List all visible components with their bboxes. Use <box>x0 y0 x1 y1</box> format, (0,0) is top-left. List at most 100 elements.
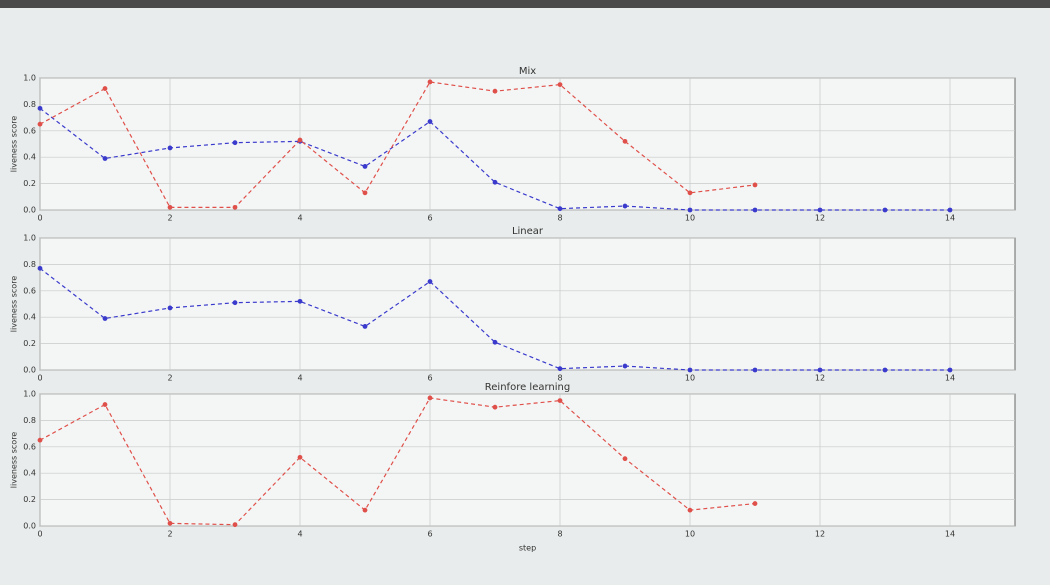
y-tick-label: 0.0 <box>23 366 36 375</box>
data-point <box>492 339 498 345</box>
plot-area <box>39 237 1016 371</box>
data-point <box>362 324 368 329</box>
y-tick-label: 0.4 <box>23 469 36 478</box>
data-point <box>232 204 238 210</box>
data-point <box>492 404 498 410</box>
x-tick-label: 6 <box>427 374 432 383</box>
x-tick-label: 8 <box>557 214 562 223</box>
y-tick-label: 0.8 <box>23 100 36 109</box>
y-tick-label: 1.0 <box>23 234 36 243</box>
window-bar <box>0 0 1050 8</box>
x-tick-label: 14 <box>945 374 955 383</box>
data-point <box>622 363 628 369</box>
y-tick-label: 0.0 <box>23 522 36 531</box>
data-point <box>557 206 563 212</box>
data-point <box>752 182 758 188</box>
data-point <box>882 207 888 213</box>
data-point <box>427 279 433 284</box>
data-point <box>167 520 173 526</box>
x-tick-label: 12 <box>815 214 825 223</box>
data-point <box>687 507 693 513</box>
data-point <box>882 367 888 373</box>
data-point <box>492 88 498 94</box>
data-point <box>557 82 563 87</box>
y-axis-label: liveness score <box>10 432 19 489</box>
data-point <box>947 207 953 213</box>
y-tick-label: 0.2 <box>23 495 36 504</box>
data-point <box>622 456 628 462</box>
data-point <box>817 207 823 213</box>
data-point <box>427 119 433 124</box>
x-tick-label: 10 <box>685 374 695 383</box>
x-tick-label: 2 <box>167 214 172 223</box>
y-tick-label: 1.0 <box>23 74 36 83</box>
data-point <box>752 501 758 506</box>
x-tick-label: 4 <box>297 214 302 223</box>
series-line <box>39 267 950 371</box>
data-point <box>37 105 43 111</box>
data-point <box>167 204 173 210</box>
x-tick-label: 8 <box>557 530 562 539</box>
chart-title: Mix <box>519 66 536 77</box>
data-point <box>817 367 823 373</box>
x-tick-label: 6 <box>427 530 432 539</box>
data-point <box>362 164 368 169</box>
data-point <box>947 367 953 373</box>
x-tick-label: 10 <box>685 214 695 223</box>
y-axis-label: liveness score <box>10 276 19 333</box>
data-point <box>102 156 108 161</box>
series-line <box>39 107 950 211</box>
data-point <box>232 300 238 306</box>
series-line <box>39 397 756 526</box>
data-point <box>687 207 693 213</box>
y-tick-label: 0.6 <box>23 286 36 295</box>
data-point <box>232 140 238 146</box>
data-point <box>687 367 693 373</box>
data-point <box>232 522 238 528</box>
x-tick-label: 12 <box>815 374 825 383</box>
data-point <box>622 203 628 209</box>
data-point <box>37 265 43 271</box>
x-tick-label: 14 <box>945 214 955 223</box>
data-point <box>297 298 303 304</box>
data-point <box>362 190 368 196</box>
y-tick-label: 0.6 <box>23 442 36 451</box>
y-tick-label: 0.2 <box>23 339 36 348</box>
x-tick-label: 14 <box>945 530 955 539</box>
x-tick-label: 4 <box>297 374 302 383</box>
data-point <box>557 398 563 403</box>
data-point <box>427 395 433 401</box>
data-point <box>622 138 628 144</box>
data-point <box>102 402 108 407</box>
x-tick-label: 0 <box>37 374 42 383</box>
y-tick-label: 0.0 <box>23 206 36 215</box>
data-point <box>687 190 693 196</box>
x-tick-label: 0 <box>37 530 42 539</box>
y-tick-label: 0.2 <box>23 179 36 188</box>
plot-area <box>39 393 1016 527</box>
data-point <box>752 367 758 373</box>
x-tick-label: 2 <box>167 374 172 383</box>
x-tick-label: 0 <box>37 214 42 223</box>
x-tick-label: 4 <box>297 530 302 539</box>
y-axis-label: liveness score <box>10 116 19 173</box>
y-tick-label: 0.8 <box>23 416 36 425</box>
chart-title: Linear <box>512 226 544 237</box>
y-tick-label: 0.8 <box>23 260 36 269</box>
data-point <box>102 316 108 321</box>
y-tick-label: 0.4 <box>23 313 36 322</box>
data-point <box>297 137 303 143</box>
data-point <box>557 366 563 372</box>
data-point <box>167 145 173 151</box>
data-point <box>362 507 368 513</box>
y-tick-label: 0.6 <box>23 126 36 135</box>
data-point <box>492 179 498 185</box>
x-tick-label: 6 <box>427 214 432 223</box>
x-tick-label: 12 <box>815 530 825 539</box>
data-point <box>167 305 173 311</box>
x-tick-label: 8 <box>557 374 562 383</box>
data-point <box>427 79 433 85</box>
x-axis-label: step <box>519 544 536 553</box>
